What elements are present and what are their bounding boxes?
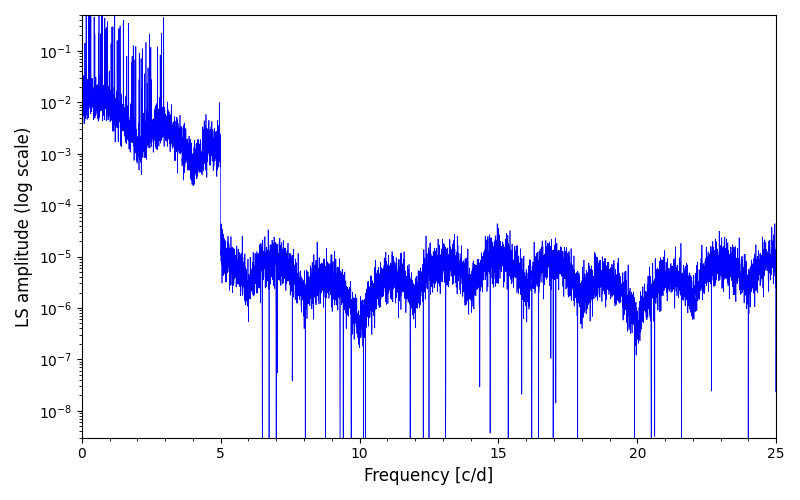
Y-axis label: LS amplitude (log scale): LS amplitude (log scale) [15, 126, 33, 326]
X-axis label: Frequency [c/d]: Frequency [c/d] [364, 467, 494, 485]
